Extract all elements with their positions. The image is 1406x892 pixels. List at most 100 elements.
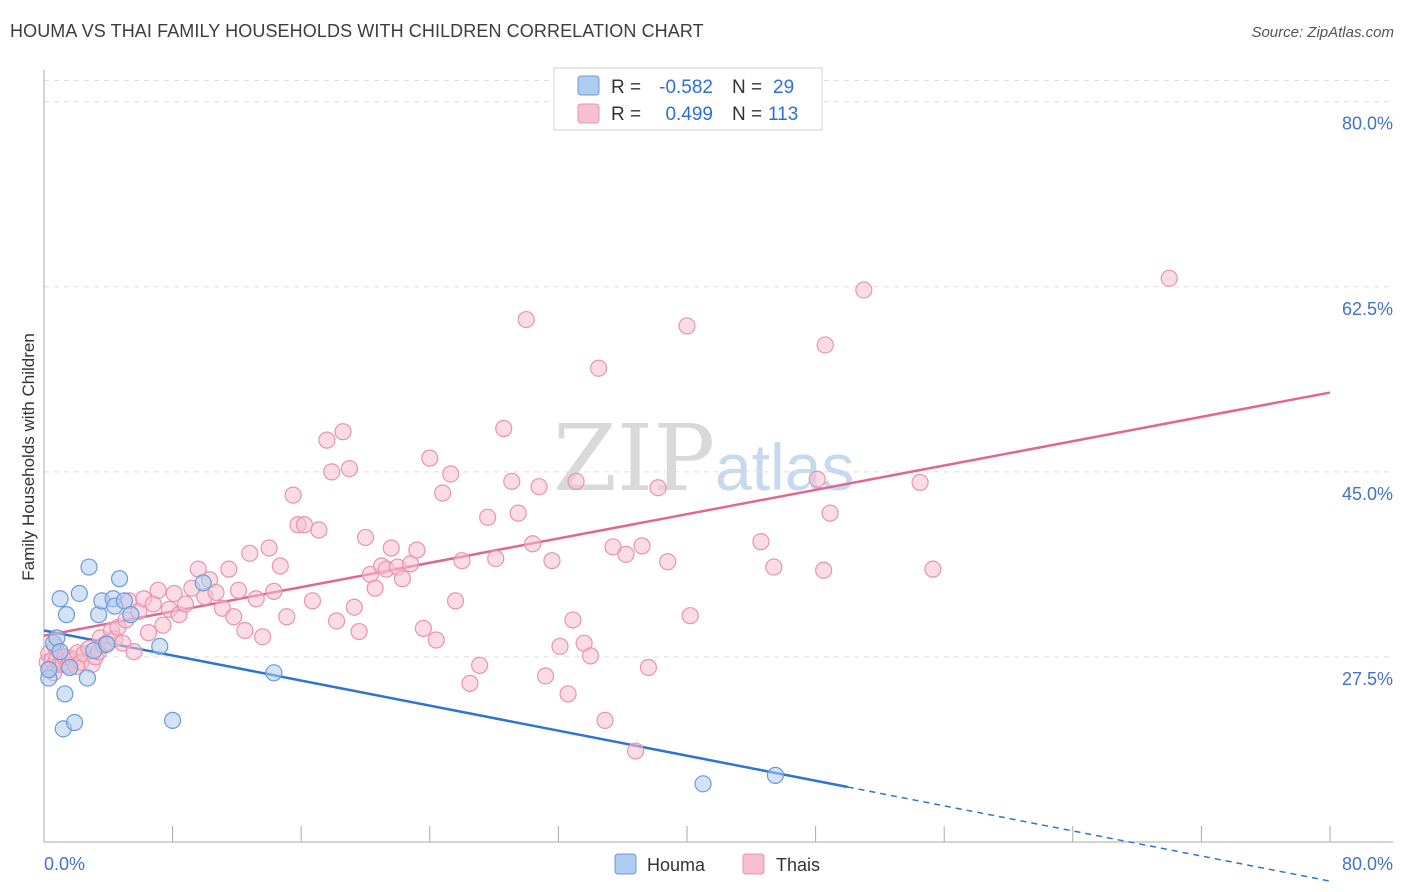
- scatter-point: [356, 528, 375, 547]
- legend-r-label-houma: R =: [611, 77, 641, 98]
- scatter-point: [265, 664, 283, 682]
- scatter-point: [564, 611, 582, 629]
- scatter-point: [559, 685, 577, 703]
- scatter-point: [442, 465, 460, 483]
- scatter-point: [115, 592, 133, 610]
- scatter-point: [350, 622, 368, 641]
- scatter-point: [260, 539, 278, 557]
- scatter-point: [393, 570, 412, 588]
- scatter-point: [604, 538, 622, 556]
- scatter-point: [765, 558, 783, 576]
- axes: [43, 70, 1393, 843]
- watermark-zip: ZIP: [553, 405, 715, 512]
- y-tick-label: 62.5%: [1342, 299, 1393, 319]
- legend-r-label-thais: R =: [611, 104, 641, 125]
- scatter-point: [453, 552, 471, 570]
- legend-swatch-thais: [577, 103, 600, 124]
- y-tick-label: 27.5%: [1342, 669, 1393, 689]
- trend-line-houma: [43, 629, 1331, 882]
- scatter-point: [752, 533, 770, 551]
- scatter-point: [366, 579, 384, 597]
- scatter-point: [310, 521, 328, 539]
- scatter-point: [471, 656, 489, 674]
- scatter-point: [382, 539, 400, 557]
- y-axis-title: Family Households with Children: [19, 333, 38, 581]
- scatter-point: [461, 674, 479, 692]
- scatter-point: [164, 711, 182, 729]
- scatter-point: [479, 508, 497, 526]
- scatter-point: [766, 766, 785, 784]
- scatter-point: [821, 504, 839, 522]
- scatter-point: [176, 595, 195, 613]
- legend-top: R = -0.582 N = 29 R = 0.499 N = 113: [553, 67, 823, 131]
- scatter-point: [596, 711, 614, 729]
- scatter-point: [284, 486, 302, 504]
- scatter-point: [617, 545, 635, 563]
- scatter-point: [1160, 269, 1178, 287]
- scatter-point: [808, 470, 826, 488]
- scatter-point: [65, 713, 84, 732]
- scatter-point: [659, 553, 677, 571]
- scatter-point: [649, 479, 667, 497]
- scatter-point: [207, 583, 225, 602]
- legend-n-label-thais: N =: [732, 104, 762, 125]
- scatter-point: [340, 460, 359, 478]
- scatter-point: [80, 558, 98, 576]
- scatter-point: [271, 557, 289, 575]
- scatter-point: [323, 463, 341, 481]
- scatter-point: [56, 685, 74, 703]
- scatter-point: [815, 561, 833, 579]
- legend-swatch-houma: [577, 75, 600, 96]
- scatter-point: [57, 606, 76, 624]
- scatter-point: [220, 560, 238, 578]
- scatter-point: [225, 608, 243, 626]
- scatter-point: [694, 775, 712, 793]
- scatter-point: [303, 592, 322, 610]
- scatter-point: [194, 574, 212, 592]
- legend-n-value-thais: 113: [768, 104, 798, 125]
- watermark-atlas: atlas: [715, 430, 854, 504]
- scatter-point: [681, 607, 699, 625]
- scatter-point: [98, 635, 116, 653]
- scatter-point: [345, 598, 363, 616]
- scatter-point: [247, 590, 265, 608]
- scatter-point: [503, 472, 521, 490]
- x-tick-label-min: 0.0%: [44, 854, 85, 874]
- scatter-point: [633, 537, 651, 555]
- scatter-point: [639, 658, 658, 677]
- scatter-point: [509, 504, 527, 522]
- legend-n-value-houma: 29: [773, 77, 794, 98]
- legend-bottom-label-houma: Houma: [647, 855, 706, 875]
- scatter-point: [446, 592, 465, 610]
- legend-bottom-label-thais: Thais: [776, 855, 820, 875]
- legend-r-value-thais: 0.499: [665, 104, 713, 125]
- scatter-point: [40, 661, 58, 679]
- scatter-point: [816, 336, 834, 354]
- legend-bottom-swatch-houma: [614, 853, 637, 875]
- scatter-point: [408, 541, 426, 559]
- scatter-point: [236, 621, 254, 640]
- grid-lines: [44, 80, 1393, 658]
- legend-bottom-swatch-thais: [742, 853, 765, 875]
- x-tick-label-max: 80.0%: [1342, 854, 1393, 874]
- scatter-point: [414, 619, 432, 637]
- scatter-point: [278, 608, 296, 626]
- scatter-point: [149, 581, 167, 599]
- scatter-point: [327, 612, 346, 630]
- scatter-point: [495, 419, 513, 438]
- scatter-point: [110, 570, 129, 588]
- scatter-point: [626, 742, 645, 760]
- scatter-point: [487, 549, 505, 568]
- scatter-point: [151, 637, 169, 655]
- scatter-point: [543, 552, 561, 570]
- scatter-point: [165, 584, 183, 603]
- scatter-point: [855, 281, 873, 299]
- source-label: Source: ZipAtlas.com: [1251, 24, 1394, 41]
- scatter-point: [434, 484, 452, 502]
- scatter-point: [241, 544, 259, 562]
- scatter-point: [536, 667, 555, 685]
- scatter-point: [911, 473, 929, 492]
- y-tick-label: 45.0%: [1342, 484, 1393, 504]
- scatter-point: [581, 647, 600, 665]
